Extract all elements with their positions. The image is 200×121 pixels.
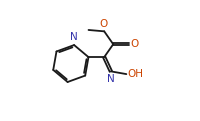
Text: O: O — [130, 39, 138, 49]
Text: O: O — [99, 19, 107, 29]
Text: OH: OH — [127, 69, 143, 79]
Text: N: N — [107, 74, 114, 84]
Text: N: N — [70, 32, 77, 42]
